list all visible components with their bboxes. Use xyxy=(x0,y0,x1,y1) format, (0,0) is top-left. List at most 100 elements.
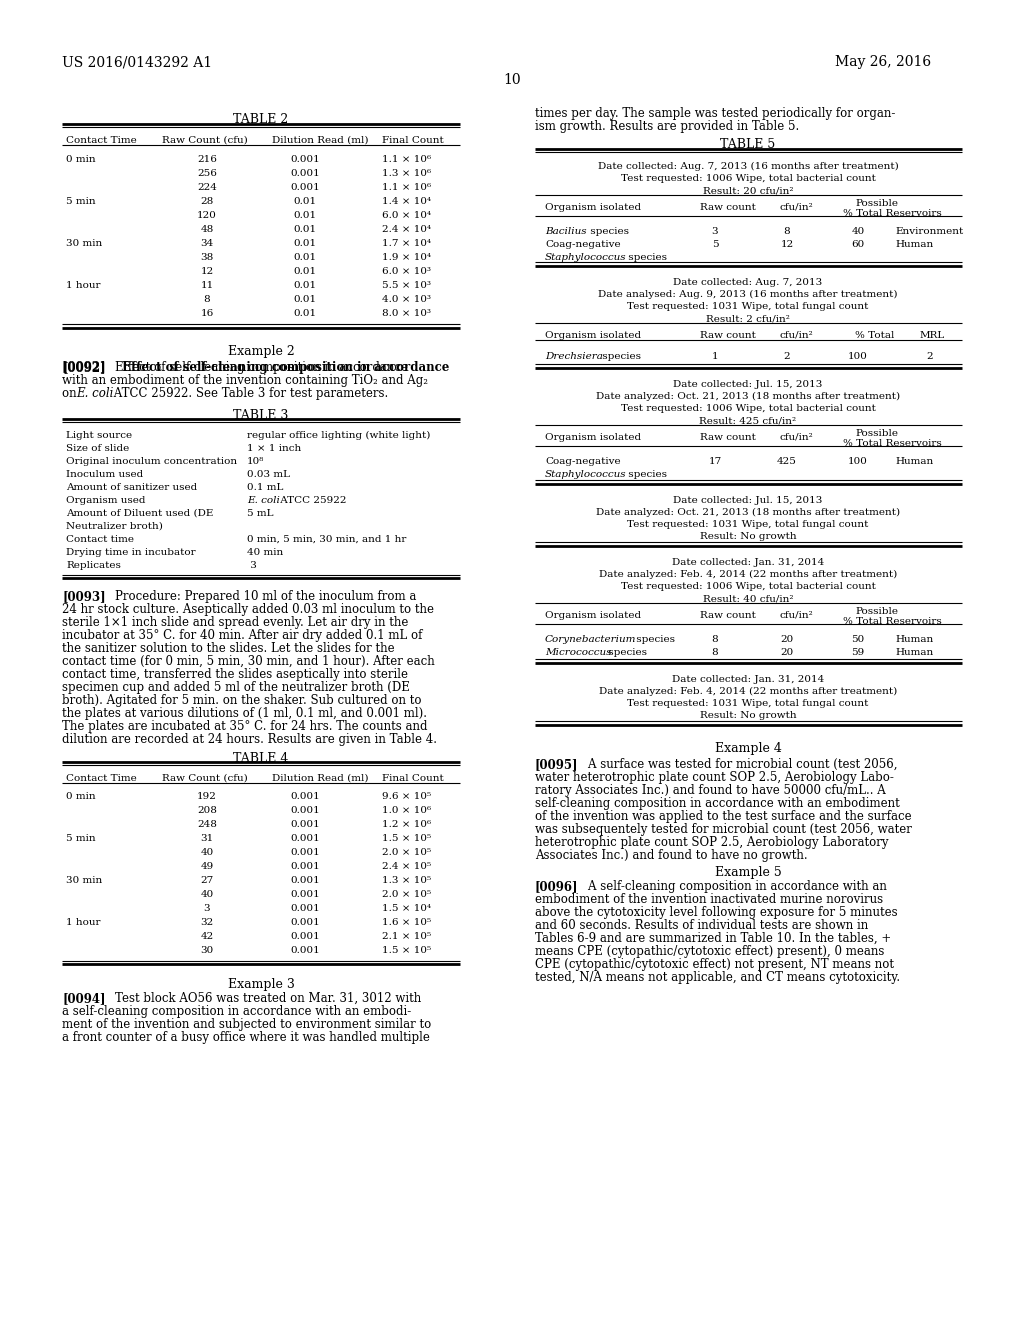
Text: 2.1 × 10⁵: 2.1 × 10⁵ xyxy=(382,932,431,941)
Text: Date collected: Jul. 15, 2013: Date collected: Jul. 15, 2013 xyxy=(674,496,822,506)
Text: Raw count: Raw count xyxy=(700,331,756,341)
Text: Size of slide: Size of slide xyxy=(66,444,129,453)
Text: Possible: Possible xyxy=(855,607,898,616)
Text: Staphylococcus: Staphylococcus xyxy=(545,253,627,261)
Text: 1.2 × 10⁶: 1.2 × 10⁶ xyxy=(382,820,431,829)
Text: 4.0 × 10³: 4.0 × 10³ xyxy=(382,294,431,304)
Text: % Total: % Total xyxy=(855,331,894,341)
Text: Final Count: Final Count xyxy=(382,774,443,783)
Text: 256: 256 xyxy=(197,169,217,178)
Text: Inoculum used: Inoculum used xyxy=(66,470,143,479)
Text: 0.01: 0.01 xyxy=(294,224,316,234)
Text: 1 × 1 inch: 1 × 1 inch xyxy=(247,444,301,453)
Text: species: species xyxy=(599,352,641,360)
Text: 100: 100 xyxy=(848,457,868,466)
Text: Micrococcus: Micrococcus xyxy=(545,648,611,657)
Text: of the invention was applied to the test surface and the surface: of the invention was applied to the test… xyxy=(535,810,911,822)
Text: 10: 10 xyxy=(503,73,521,87)
Text: specimen cup and added 5 ml of the neutralizer broth (DE: specimen cup and added 5 ml of the neutr… xyxy=(62,681,410,694)
Text: 20: 20 xyxy=(780,635,794,644)
Text: cfu/in²: cfu/in² xyxy=(780,203,814,213)
Text: Result: 40 cfu/in²: Result: 40 cfu/in² xyxy=(702,594,794,603)
Text: Neutralizer broth): Neutralizer broth) xyxy=(66,521,163,531)
Text: means CPE (cytopathic/cytotoxic effect) present), 0 means: means CPE (cytopathic/cytotoxic effect) … xyxy=(535,945,885,958)
Text: 12: 12 xyxy=(201,267,214,276)
Text: Dilution Read (ml): Dilution Read (ml) xyxy=(272,136,369,145)
Text: Drying time in incubator: Drying time in incubator xyxy=(66,548,196,557)
Text: E. coli: E. coli xyxy=(247,496,280,506)
Text: 0.01: 0.01 xyxy=(294,253,316,261)
Text: Test requested: 1031 Wipe, total fungal count: Test requested: 1031 Wipe, total fungal … xyxy=(628,520,868,529)
Text: dilution are recorded at 24 hours. Results are given in Table 4.: dilution are recorded at 24 hours. Resul… xyxy=(62,733,437,746)
Text: 60: 60 xyxy=(851,240,864,249)
Text: ment of the invention and subjected to environment similar to: ment of the invention and subjected to e… xyxy=(62,1018,431,1031)
Text: Date analyzed: Feb. 4, 2014 (22 months after treatment): Date analyzed: Feb. 4, 2014 (22 months a… xyxy=(599,686,897,696)
Text: a self-cleaning composition in accordance with an embodi-: a self-cleaning composition in accordanc… xyxy=(62,1005,412,1018)
Text: Possible: Possible xyxy=(855,199,898,209)
Text: 248: 248 xyxy=(197,820,217,829)
Text: 3: 3 xyxy=(247,561,257,570)
Text: A self-cleaning composition in accordance with an: A self-cleaning composition in accordanc… xyxy=(573,880,887,894)
Text: 0.01: 0.01 xyxy=(294,239,316,248)
Text: Coag-negative: Coag-negative xyxy=(545,457,621,466)
Text: [0093]: [0093] xyxy=(62,590,105,603)
Text: on: on xyxy=(62,387,80,400)
Text: the sanitizer solution to the slides. Let the slides for the: the sanitizer solution to the slides. Le… xyxy=(62,642,394,655)
Text: 2.0 × 10⁵: 2.0 × 10⁵ xyxy=(382,890,431,899)
Text: the plates at various dilutions of (1 ml, 0.1 ml, and 0.001 ml).: the plates at various dilutions of (1 ml… xyxy=(62,708,427,719)
Text: contact time, transferred the slides aseptically into sterile: contact time, transferred the slides ase… xyxy=(62,668,408,681)
Text: Environment: Environment xyxy=(895,227,964,236)
Text: Result: 2 cfu/in²: Result: 2 cfu/in² xyxy=(707,314,790,323)
Text: 1.6 × 10⁵: 1.6 × 10⁵ xyxy=(382,917,431,927)
Text: Organism used: Organism used xyxy=(66,496,145,506)
Text: The plates are incubated at 35° C. for 24 hrs. The counts and: The plates are incubated at 35° C. for 2… xyxy=(62,719,427,733)
Text: embodiment of the invention inactivated murine norovirus: embodiment of the invention inactivated … xyxy=(535,894,883,906)
Text: 0.001: 0.001 xyxy=(290,946,319,954)
Text: E. coli: E. coli xyxy=(76,387,114,400)
Text: 24 hr stock culture. Aseptically added 0.03 ml inoculum to the: 24 hr stock culture. Aseptically added 0… xyxy=(62,603,434,616)
Text: ATCC 25922. See Table 3 for test parameters.: ATCC 25922. See Table 3 for test paramet… xyxy=(110,387,388,400)
Text: 5 min: 5 min xyxy=(66,197,95,206)
Text: 0.001: 0.001 xyxy=(290,807,319,814)
Text: 425: 425 xyxy=(777,457,797,466)
Text: 32: 32 xyxy=(201,917,214,927)
Text: Example 2: Example 2 xyxy=(227,345,294,358)
Text: Raw count: Raw count xyxy=(700,611,756,620)
Text: with an embodiment of the invention containing TiO₂ and Ag₂: with an embodiment of the invention cont… xyxy=(62,374,428,387)
Text: Effect of self-cleaning composition in accordance: Effect of self-cleaning composition in a… xyxy=(100,360,408,374)
Text: Final Count: Final Count xyxy=(382,136,443,145)
Text: Dilution Read (ml): Dilution Read (ml) xyxy=(272,774,369,783)
Text: 0.03 mL: 0.03 mL xyxy=(247,470,290,479)
Text: 0.001: 0.001 xyxy=(290,183,319,191)
Text: 34: 34 xyxy=(201,239,214,248)
Text: 1.5 × 10⁵: 1.5 × 10⁵ xyxy=(382,834,431,843)
Text: TABLE 3: TABLE 3 xyxy=(233,409,289,422)
Text: MRL: MRL xyxy=(920,331,945,341)
Text: 8: 8 xyxy=(712,648,718,657)
Text: 0.001: 0.001 xyxy=(290,169,319,178)
Text: 31: 31 xyxy=(201,834,214,843)
Text: [0092]: [0092] xyxy=(62,360,105,374)
Text: Raw count: Raw count xyxy=(700,433,756,442)
Text: ATCC 25922: ATCC 25922 xyxy=(278,496,346,506)
Text: heterotrophic plate count SOP 2.5, Aerobiology Laboratory: heterotrophic plate count SOP 2.5, Aerob… xyxy=(535,836,889,849)
Text: 0.001: 0.001 xyxy=(290,890,319,899)
Text: broth). Agitated for 5 min. on the shaker. Sub cultured on to: broth). Agitated for 5 min. on the shake… xyxy=(62,694,422,708)
Text: a front counter of a busy office where it was handled multiple: a front counter of a busy office where i… xyxy=(62,1031,430,1044)
Text: 20: 20 xyxy=(780,648,794,657)
Text: cfu/in²: cfu/in² xyxy=(780,611,814,620)
Text: 0.001: 0.001 xyxy=(290,917,319,927)
Text: self-cleaning composition in accordance with an embodiment: self-cleaning composition in accordance … xyxy=(535,797,900,810)
Text: 0.1 mL: 0.1 mL xyxy=(247,483,284,492)
Text: Replicates: Replicates xyxy=(66,561,121,570)
Text: Test requested: 1031 Wipe, total fungal count: Test requested: 1031 Wipe, total fungal … xyxy=(628,700,868,708)
Text: Example 5: Example 5 xyxy=(715,866,781,879)
Text: 5: 5 xyxy=(712,240,718,249)
Text: water heterotrophic plate count SOP 2.5, Aerobiology Labo-: water heterotrophic plate count SOP 2.5,… xyxy=(535,771,894,784)
Text: 0.001: 0.001 xyxy=(290,847,319,857)
Text: TABLE 4: TABLE 4 xyxy=(233,752,289,766)
Text: [0096]: [0096] xyxy=(535,880,579,894)
Text: 224: 224 xyxy=(197,183,217,191)
Text: sterile 1×1 inch slide and spread evenly. Let air dry in the: sterile 1×1 inch slide and spread evenly… xyxy=(62,616,409,630)
Text: [0094]: [0094] xyxy=(62,993,105,1005)
